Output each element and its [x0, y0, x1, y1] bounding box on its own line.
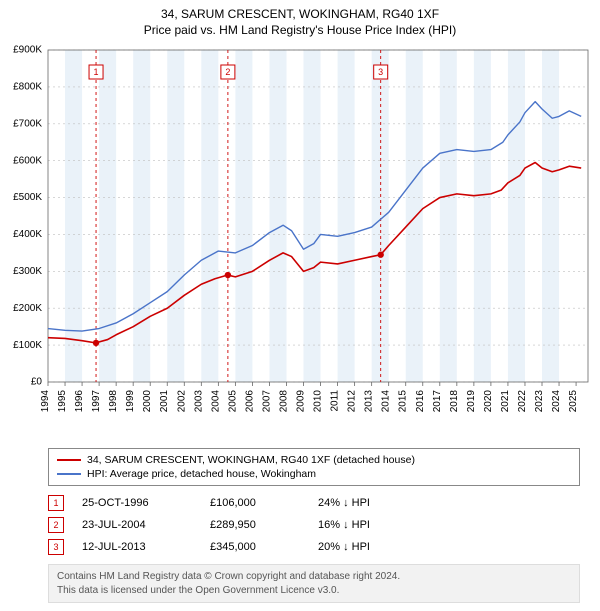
legend: 34, SARUM CRESCENT, WOKINGHAM, RG40 1XF …	[48, 448, 580, 486]
legend-item: 34, SARUM CRESCENT, WOKINGHAM, RG40 1XF …	[57, 453, 571, 467]
svg-text:2001: 2001	[159, 390, 170, 413]
legend-item: HPI: Average price, detached house, Woki…	[57, 467, 571, 481]
sale-price: £106,000	[210, 497, 300, 509]
svg-text:2018: 2018	[449, 390, 460, 413]
svg-text:£0: £0	[31, 377, 43, 388]
svg-text:£100K: £100K	[13, 340, 42, 351]
svg-text:2020: 2020	[483, 390, 494, 413]
svg-text:2005: 2005	[227, 390, 238, 413]
svg-text:2011: 2011	[330, 390, 341, 412]
svg-text:2009: 2009	[296, 390, 307, 413]
svg-text:2002: 2002	[176, 390, 187, 413]
svg-text:2022: 2022	[517, 390, 528, 413]
svg-text:2008: 2008	[278, 390, 289, 413]
footer-line2: This data is licensed under the Open Gov…	[57, 584, 571, 598]
svg-text:3: 3	[378, 67, 383, 77]
chart: £0 £100K £200K £300K £400K £500K £600K £700K £80…	[0, 42, 600, 442]
svg-text:2: 2	[225, 67, 230, 77]
sale-date: 23-JUL-2004	[82, 519, 192, 531]
legend-label: HPI: Average price, detached house, Woki…	[87, 468, 316, 480]
sale-row: 1 25-OCT-1996 £106,000 24% ↓ HPI	[48, 492, 580, 514]
svg-text:£600K: £600K	[13, 156, 42, 167]
svg-text:£200K: £200K	[13, 303, 42, 314]
svg-text:£300K: £300K	[13, 266, 42, 277]
svg-text:2023: 2023	[534, 390, 545, 413]
svg-text:2014: 2014	[381, 390, 392, 413]
svg-text:2000: 2000	[142, 390, 153, 413]
svg-text:2006: 2006	[244, 390, 255, 413]
svg-text:2013: 2013	[364, 390, 375, 413]
svg-text:2025: 2025	[568, 390, 579, 413]
legend-swatch	[57, 473, 81, 475]
svg-text:2012: 2012	[347, 390, 358, 413]
svg-text:2017: 2017	[432, 390, 443, 413]
svg-text:1995: 1995	[57, 390, 68, 413]
svg-text:1999: 1999	[125, 390, 136, 413]
title-block: 34, SARUM CRESCENT, WOKINGHAM, RG40 1XF …	[0, 0, 600, 42]
svg-text:2015: 2015	[398, 390, 409, 413]
chart-svg: £0 £100K £200K £300K £400K £500K £600K £700K £80…	[0, 42, 600, 442]
sale-row: 2 23-JUL-2004 £289,950 16% ↓ HPI	[48, 514, 580, 536]
svg-text:£700K: £700K	[13, 119, 42, 130]
sale-date: 25-OCT-1996	[82, 497, 192, 509]
chart-container: 34, SARUM CRESCENT, WOKINGHAM, RG40 1XF …	[0, 0, 600, 603]
sale-date: 12-JUL-2013	[82, 541, 192, 553]
sale-row: 3 12-JUL-2013 £345,000 20% ↓ HPI	[48, 536, 580, 558]
svg-text:2010: 2010	[313, 390, 324, 413]
svg-text:1997: 1997	[91, 390, 102, 413]
svg-text:1: 1	[94, 67, 99, 77]
footer: Contains HM Land Registry data © Crown c…	[48, 564, 580, 603]
svg-text:1994: 1994	[40, 390, 51, 413]
legend-label: 34, SARUM CRESCENT, WOKINGHAM, RG40 1XF …	[87, 454, 415, 466]
svg-text:2019: 2019	[466, 390, 477, 413]
svg-text:1998: 1998	[108, 390, 119, 413]
sale-delta: 24% ↓ HPI	[318, 497, 418, 509]
legend-swatch	[57, 459, 81, 461]
sale-price: £289,950	[210, 519, 300, 531]
svg-text:£900K: £900K	[13, 45, 42, 56]
sale-price: £345,000	[210, 541, 300, 553]
footer-line1: Contains HM Land Registry data © Crown c…	[57, 570, 571, 584]
svg-text:2024: 2024	[551, 390, 562, 413]
svg-text:2021: 2021	[500, 390, 511, 413]
sale-delta: 16% ↓ HPI	[318, 519, 418, 531]
svg-text:1996: 1996	[74, 390, 85, 413]
title-line1: 34, SARUM CRESCENT, WOKINGHAM, RG40 1XF	[10, 6, 590, 22]
sale-marker: 1	[48, 495, 64, 511]
svg-text:2016: 2016	[415, 390, 426, 413]
sale-delta: 20% ↓ HPI	[318, 541, 418, 553]
sale-marker: 2	[48, 517, 64, 533]
title-line2: Price paid vs. HM Land Registry's House …	[10, 22, 590, 38]
svg-text:2007: 2007	[261, 390, 272, 413]
sale-marker: 3	[48, 539, 64, 555]
sale-table: 1 25-OCT-1996 £106,000 24% ↓ HPI 2 23-JUL-200…	[48, 492, 580, 558]
svg-text:2003: 2003	[193, 390, 204, 413]
svg-text:£800K: £800K	[13, 82, 42, 93]
svg-text:2004: 2004	[210, 390, 221, 413]
svg-text:£500K: £500K	[13, 193, 42, 204]
svg-text:£400K: £400K	[13, 229, 42, 240]
